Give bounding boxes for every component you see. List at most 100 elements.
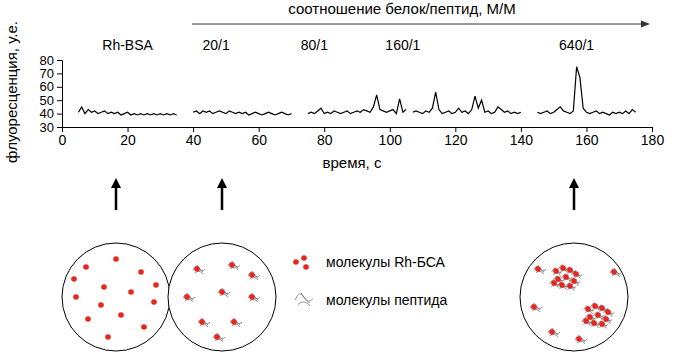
illustration: [62, 178, 628, 351]
y-tick-label: 60: [40, 79, 54, 94]
protein-dot: [595, 312, 601, 318]
y-tick-mark: [57, 114, 62, 115]
peptide-scribble: [295, 293, 313, 307]
y-axis-line: [57, 61, 63, 128]
x-tick-label: 120: [444, 132, 468, 148]
protein-dot: [571, 278, 577, 284]
protein-dot: [118, 312, 124, 318]
peptide-scribble: [598, 321, 609, 329]
pointer-arrow: [573, 186, 576, 210]
x-tick-label: 20: [120, 132, 136, 148]
x-tick-label: 160: [575, 132, 599, 148]
sample-circle: [168, 243, 276, 351]
pointer-arrow-head: [111, 178, 121, 188]
protein-dot: [576, 336, 582, 342]
protein-dot: [555, 276, 561, 282]
sample-circle: [520, 243, 628, 351]
protein-dot: [535, 266, 541, 272]
peptide-scribble: [604, 309, 615, 317]
protein-dot: [293, 259, 299, 265]
y-tick-mark: [57, 73, 62, 74]
y-tick-label: 50: [40, 93, 54, 108]
peptide-scribble: [575, 335, 587, 344]
data-line: [78, 67, 635, 115]
x-tick: 120: [444, 127, 468, 148]
protein-dot: [573, 271, 579, 277]
x-tick: 40: [186, 127, 202, 148]
protein-dot: [151, 299, 157, 305]
protein-dot: [599, 305, 605, 311]
x-tick-label: 80: [317, 132, 333, 148]
protein-dot: [553, 268, 559, 274]
protein-dot: [153, 282, 159, 288]
protein-dot: [194, 266, 200, 272]
peptide-scribble: [248, 271, 260, 280]
protein-dot: [611, 269, 617, 275]
title-arrow-head: [641, 21, 650, 28]
peptide-scribble: [183, 293, 195, 302]
x-tick-label: 40: [186, 132, 202, 148]
x-tick-label: 60: [251, 132, 267, 148]
protein-dot: [83, 264, 89, 270]
x-tick: 160: [575, 127, 599, 148]
protein-dot: [549, 329, 555, 335]
y-tick: 70: [40, 66, 62, 81]
x-tick: 60: [251, 127, 267, 148]
protein-dot: [587, 314, 593, 320]
y-tick-label: 30: [40, 120, 54, 135]
protein-dot: [592, 303, 598, 309]
segment-label: Rh-BSA: [102, 37, 153, 53]
protein-dot: [583, 318, 589, 324]
segment-label: 640/1: [559, 37, 594, 53]
protein-dot: [567, 267, 573, 273]
segment-label: 80/1: [301, 37, 328, 53]
x-tick-label: 180: [641, 132, 665, 148]
x-axis: 020406080100120140160180: [59, 127, 665, 148]
protein-dot: [301, 255, 307, 261]
segment-label: 160/1: [385, 37, 420, 53]
protein-dot: [101, 284, 107, 290]
protein-dot: [98, 302, 104, 308]
protein-dot: [591, 320, 597, 326]
peptide-scribble: [572, 271, 583, 279]
peptide-scribble: [198, 318, 210, 327]
protein-dot: [551, 280, 557, 286]
peptide-scribble: [610, 268, 622, 277]
y-tick-label: 70: [40, 66, 54, 81]
protein-dot: [585, 306, 591, 312]
pointer-arrow-head: [217, 178, 227, 188]
legend-label: молекулы Rh-БСА: [326, 254, 446, 270]
plot-area: [78, 67, 635, 115]
protein-dot: [229, 262, 235, 268]
pointer-arrow-head: [569, 178, 579, 188]
protein-dot: [184, 294, 190, 300]
x-tick: 100: [379, 127, 403, 148]
y-tick: 60: [40, 79, 62, 94]
title-arrow-line: [192, 24, 644, 25]
protein-dot: [219, 289, 225, 295]
protein-dot: [231, 319, 237, 325]
peptide-scribble: [530, 303, 542, 312]
peptide-scribble: [193, 265, 205, 274]
peptide-scribble: [548, 328, 560, 337]
x-tick: 80: [317, 127, 333, 148]
protein-dot: [531, 304, 537, 310]
protein-dot: [567, 283, 573, 289]
protein-dot: [214, 334, 220, 340]
y-tick-mark: [57, 60, 62, 61]
x-tick: 180: [641, 127, 665, 148]
y-tick-mark: [57, 87, 62, 88]
y-tick-mark: [57, 100, 62, 101]
protein-dot: [249, 272, 255, 278]
peptide-scribble: [228, 261, 240, 270]
peptide-scribble: [213, 333, 225, 342]
y-tick: 40: [40, 106, 62, 121]
protein-dot: [249, 294, 255, 300]
protein-dot: [560, 265, 566, 271]
x-axis-title: время, с: [323, 154, 382, 171]
pointer-arrow: [115, 186, 118, 210]
x-tick-label: 140: [510, 132, 534, 148]
title: соотношение белок/пептид, М/М: [288, 0, 515, 17]
protein-dot: [303, 264, 309, 270]
protein-dot: [138, 269, 144, 275]
